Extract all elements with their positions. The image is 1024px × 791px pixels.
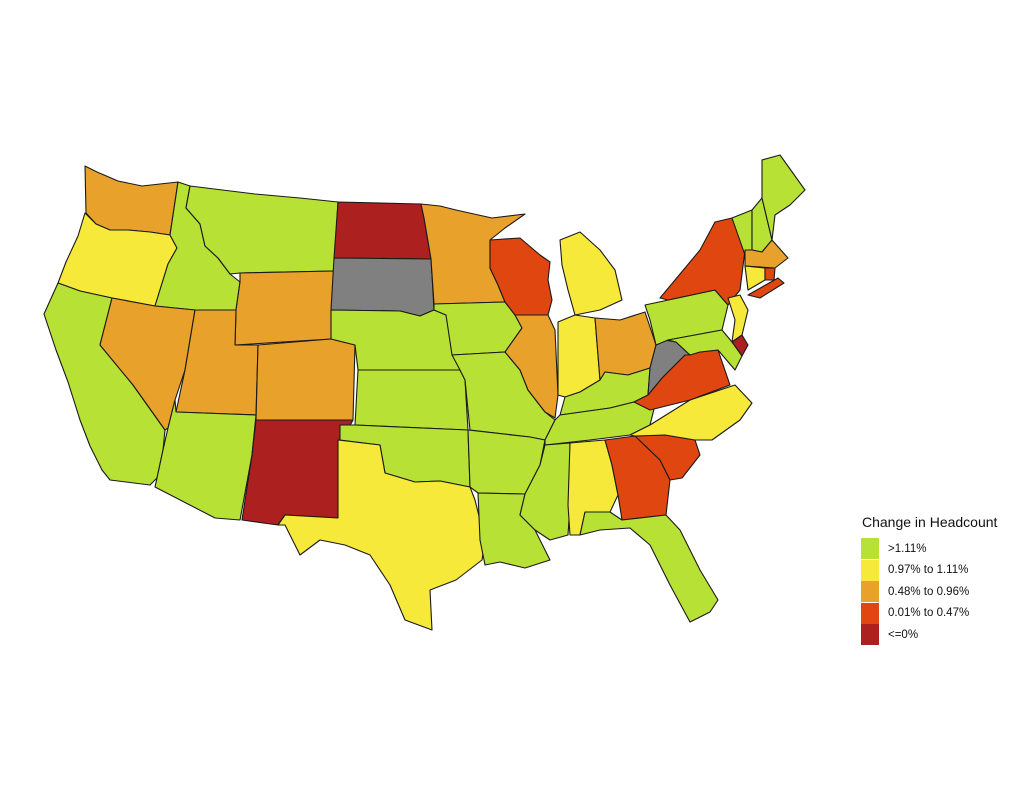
state-wi: Wisconsin — [489, 237, 553, 316]
state-co: Colorado — [255, 338, 356, 421]
legend: Change in Headcount >1.11% 0.97% to 1.11… — [858, 514, 1018, 646]
state-ny: New York — [659, 217, 746, 306]
state-nc: North Carolina — [629, 384, 753, 441]
legend-swatch — [861, 538, 879, 560]
legend-swatch — [861, 624, 879, 646]
legend-label: 0.01% to 0.47% — [888, 607, 970, 620]
legend-label: 0.48% to 0.96% — [888, 585, 970, 598]
legend-label: >1.11% — [888, 542, 927, 555]
state-sd: South Dakota — [330, 257, 435, 317]
legend-item-0-97-to-1-11: 0.97% to 1.11% — [858, 559, 1018, 582]
legend-label: 0.97% to 1.11% — [888, 564, 969, 577]
state-tx: Texas — [277, 439, 486, 631]
legend-swatch — [861, 602, 879, 624]
state-nd: North Dakota — [333, 201, 432, 260]
state-nj: New Jersey — [727, 294, 749, 343]
state-ks: Kansas — [354, 369, 469, 431]
state-ct: Connecticut — [744, 265, 766, 291]
legend-title: Change in Headcount — [862, 514, 998, 530]
legend-label: <=0% — [888, 628, 919, 641]
legend-swatch — [861, 581, 879, 603]
state-wy: Wyoming — [234, 270, 335, 346]
state-il: Illinois — [504, 314, 559, 419]
state-fl: Florida — [579, 511, 719, 623]
state-li: Long Island (NY) — [747, 277, 785, 299]
state-wa: Washington — [84, 165, 179, 236]
legend-item-0-01-to-0-47: 0.01% to 0.47% — [858, 602, 1018, 625]
state-mt: Montana — [185, 185, 339, 275]
legend-swatch — [861, 559, 879, 581]
state-nm: New Mexico — [241, 419, 354, 526]
state-az: Arizona — [154, 399, 257, 521]
state-mi: Michigan — [559, 231, 623, 316]
legend-item-gt-1-11: >1.11% — [858, 538, 1018, 560]
legend-item-0-48-to-0-96: 0.48% to 0.96% — [858, 581, 1018, 603]
state-md: Maryland — [667, 329, 743, 371]
state-ri: Rhode Island — [764, 267, 776, 281]
legend-item-lte-0: <=0% — [858, 624, 1018, 646]
state-me: Maine — [761, 154, 806, 241]
